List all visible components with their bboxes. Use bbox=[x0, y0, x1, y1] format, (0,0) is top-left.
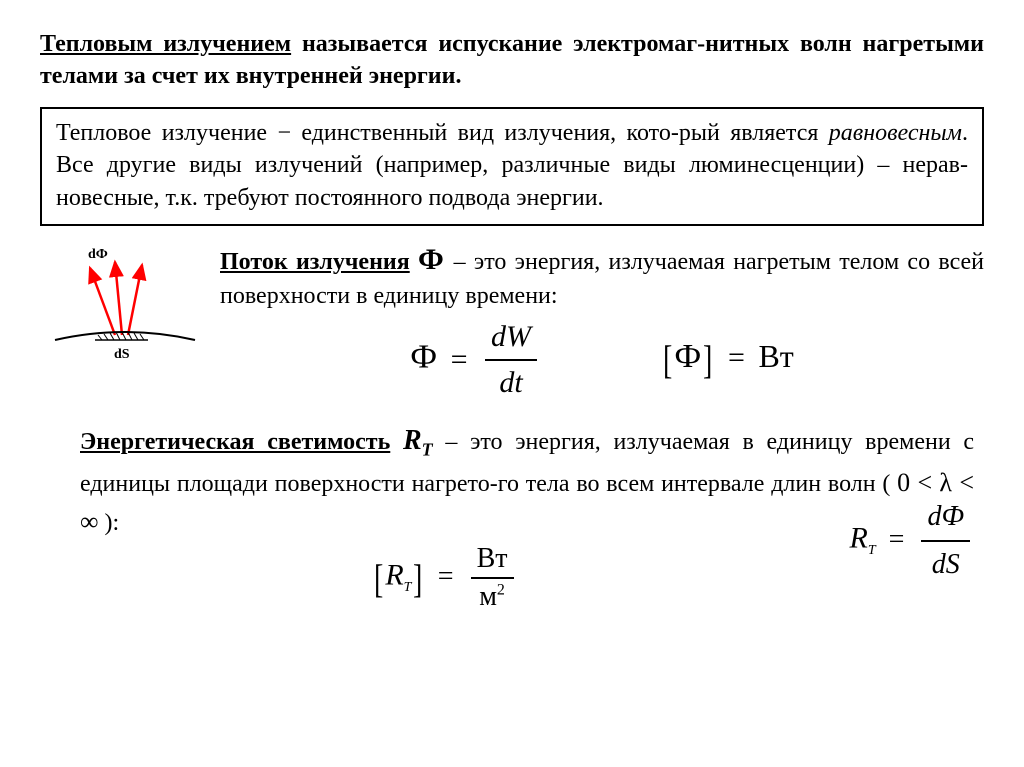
diagram-label-ds: dS bbox=[114, 347, 130, 362]
flux-unit: Вт bbox=[758, 338, 793, 374]
flux-formulas: Ф = dW dt [Ф] = Вт bbox=[220, 317, 984, 404]
flux-formula-main: Ф = dW dt bbox=[410, 317, 541, 404]
luminosity-formula-rt: RT = dФ dS bbox=[850, 496, 974, 586]
flux-num: dW bbox=[485, 317, 537, 362]
luminosity-symbol: RT bbox=[403, 425, 433, 456]
flux-symbol: Ф bbox=[418, 243, 454, 276]
boxed-note: Тепловое излучение − единственный вид из… bbox=[40, 107, 984, 226]
rt-den: dS bbox=[921, 542, 970, 586]
flux-row: dФ bbox=[40, 240, 984, 404]
rt-num: dФ bbox=[921, 496, 970, 542]
diagram-arrow bbox=[115, 262, 122, 335]
lum-unit-num: Вт bbox=[471, 543, 514, 579]
luminosity-unit-formula: [RT] = Вт м2 bbox=[40, 543, 984, 613]
slide-page: Тепловым излучением называется испускани… bbox=[0, 0, 1024, 767]
luminosity-term: Энергетическая светимость bbox=[80, 429, 390, 455]
lum-unit-den: м2 bbox=[471, 579, 514, 613]
flux-text: Поток излучения Ф – это энергия, излучае… bbox=[210, 240, 984, 404]
luminosity-text2: ): bbox=[99, 510, 120, 536]
flux-phi-left: Ф bbox=[410, 338, 437, 375]
radiation-diagram: dФ bbox=[40, 240, 210, 404]
definition-term: Тепловым излучением bbox=[40, 31, 291, 57]
boxed-text-italic: равновесным bbox=[829, 120, 962, 146]
flux-formula-unit: [Ф] = Вт bbox=[661, 333, 794, 387]
diagram-arrow bbox=[90, 268, 115, 335]
boxed-text-a: Тепловое излучение − единственный вид из… bbox=[56, 120, 829, 146]
flux-phi-bracket: Ф bbox=[674, 338, 701, 375]
definition-paragraph: Тепловым излучением называется испускани… bbox=[40, 28, 984, 93]
diagram-arrow bbox=[128, 265, 142, 335]
flux-term: Поток излучения bbox=[220, 249, 410, 275]
diagram-label-dphi: dФ bbox=[88, 247, 108, 262]
luminosity-paragraph: Энергетическая светимость RT – это энерг… bbox=[40, 420, 984, 542]
flux-den: dt bbox=[485, 361, 537, 404]
